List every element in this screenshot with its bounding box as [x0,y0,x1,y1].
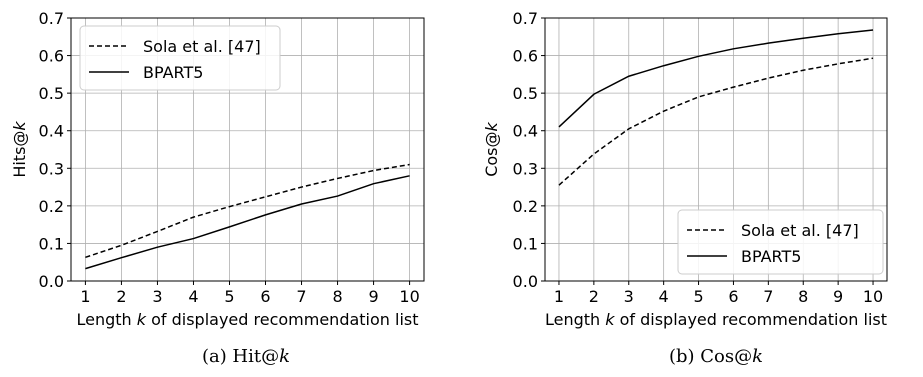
series-1 [558,57,874,186]
plot-frame [70,17,425,282]
series-2 [85,175,410,270]
x-tick-label-9: 9 [833,287,843,306]
y-tick-label-2: 0.1 [513,234,538,253]
subfigure-caption: (b) Cos@k [669,346,763,367]
y-tick-label-7: 0.6 [513,47,538,66]
x-axis-label: Length k of displayed recommendation lis… [76,310,418,329]
subfigure-caption: (a) Hit@k [202,346,290,367]
legend-label-2: BPART5 [143,63,203,82]
legend-box [677,209,884,275]
x-tick-label-6: 6 [260,287,270,306]
x-tick-label-3: 3 [152,287,162,306]
y-tick-label-1: 0.0 [513,272,538,291]
y-tick-label-4: 0.3 [513,159,538,178]
plot-frame [544,17,888,282]
x-tick-label-2: 2 [116,287,126,306]
chart-panel-1: 1 2 3 4 5 6 7 8 9 10 0.0 0.1 0.2 0.3 0.4 0.5 0.6 0.7 Lengt… [10,9,425,367]
series-line-1 [558,57,874,186]
x-tick-label-6: 6 [728,287,738,306]
x-tick-label-10: 10 [863,287,883,306]
y-tick-label-1: 0.0 [39,272,64,291]
series-line-1 [85,163,410,259]
chart-panel-2: 1 2 3 4 5 6 7 8 9 10 0.0 0.1 0.2 0.3 0.4 0.5 0.6 0.7 Lengt… [482,9,888,367]
series-2 [558,29,874,128]
y-tick-label-6: 0.5 [513,84,538,103]
y-tick-label-6: 0.5 [39,84,64,103]
x-tick-label-5: 5 [693,287,703,306]
x-tick-label-1: 1 [80,287,90,306]
legend-box [79,25,281,91]
x-axis-label: Length k of displayed recommendation lis… [545,310,887,329]
y-tick-label-7: 0.6 [39,47,64,66]
legend-label-1: Sola et al. [47] [143,37,261,56]
y-tick-label-3: 0.2 [39,197,64,216]
y-tick-label-3: 0.2 [513,197,538,216]
x-tick-label-10: 10 [399,287,419,306]
x-tick-label-4: 4 [188,287,198,306]
y-axis-label: Cos@k [482,121,501,176]
y-tick-label-8: 0.7 [513,9,538,28]
y-tick-label-2: 0.1 [39,234,64,253]
x-tick-label-7: 7 [296,287,306,306]
legend-label-2: BPART5 [741,247,801,266]
y-axis-label: Hits@k [10,121,29,178]
x-tick-label-8: 8 [798,287,808,306]
x-tick-label-1: 1 [554,287,564,306]
x-tick-label-3: 3 [624,287,634,306]
y-tick-label-4: 0.3 [39,159,64,178]
legend-label-1: Sola et al. [47] [741,221,859,240]
y-tick-label-5: 0.4 [39,122,64,141]
x-tick-label-5: 5 [224,287,234,306]
x-tick-label-8: 8 [332,287,342,306]
x-tick-label-2: 2 [589,287,599,306]
legend: Sola et al. [47] BPART5 [79,25,281,91]
series-1 [85,163,410,259]
series-line-2 [558,29,874,128]
x-tick-label-9: 9 [368,287,378,306]
x-tick-label-7: 7 [763,287,773,306]
series-line-2 [85,175,410,270]
x-tick-label-4: 4 [659,287,669,306]
legend: Sola et al. [47] BPART5 [677,209,884,275]
y-tick-label-8: 0.7 [39,9,64,28]
y-tick-label-5: 0.4 [513,122,538,141]
